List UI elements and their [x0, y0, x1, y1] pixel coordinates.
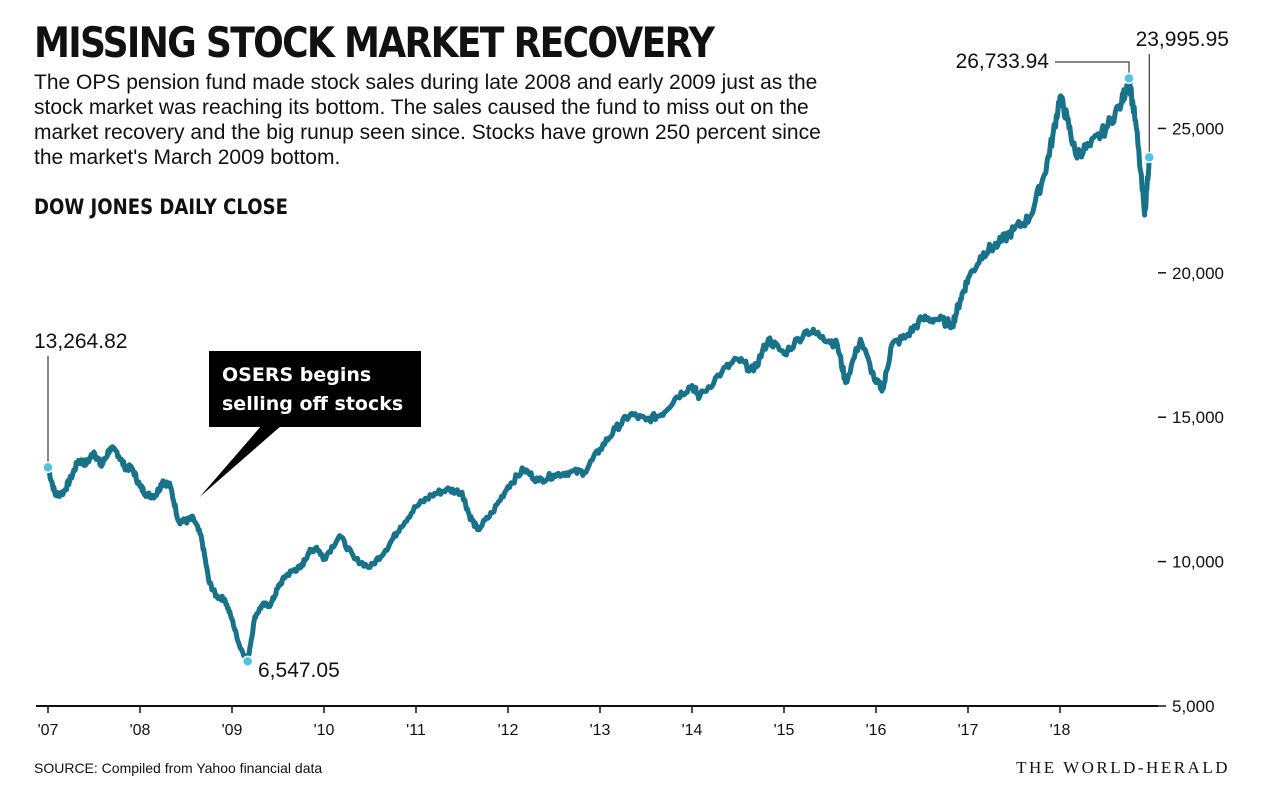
x-tick-label: '11 [406, 722, 426, 739]
chart-title: MISSING STOCK MARKET RECOVERY [34, 18, 715, 67]
series-title: DOW JONES DAILY CLOSE [34, 195, 288, 219]
callout-line-2: selling off stocks [222, 393, 403, 415]
x-tick-label: '09 [222, 722, 243, 739]
annotation-label: 13,264.82 [34, 330, 127, 353]
annotation-label: 26,733.94 [956, 50, 1050, 73]
y-tick-label: 25,000 [1172, 119, 1224, 138]
value-annotations: 13,264.82 6,547.05 26,733.94 23,995.95 [34, 28, 1229, 682]
y-axis-ticks: 5,000 10,000 15,000 20,000 25,000 [1158, 119, 1224, 716]
y-tick-label: 15,000 [1172, 408, 1224, 427]
annotation-marker [42, 461, 54, 474]
callout-line-1: OSERS begins [222, 364, 371, 386]
annotation-leader [1055, 61, 1130, 75]
x-tick-label: '17 [958, 722, 979, 739]
annotation-marker [241, 655, 254, 668]
y-tick-label: 20,000 [1172, 264, 1224, 283]
y-tick-label: 10,000 [1172, 553, 1224, 572]
chart-subtitle: The OPS pension fund made stock sales du… [34, 71, 821, 169]
y-tick-label: 5,000 [1172, 697, 1215, 716]
annotation-label: 6,547.05 [258, 659, 340, 682]
x-tick-label: '13 [590, 722, 611, 739]
x-axis-ticks: '07 '08 '09 '10 '11 '12 '13 '14 '15 '16 '17 '18 [38, 706, 1071, 739]
x-tick-label: '15 [774, 722, 795, 739]
x-tick-label: '12 [498, 722, 519, 739]
callout-pointer [199, 425, 282, 497]
x-tick-label: '10 [314, 722, 335, 739]
publisher-logo: THE WORLD-HERALD [1016, 758, 1230, 777]
osers-callout: OSERS begins selling off stocks [199, 351, 421, 497]
annotation-marker [1123, 72, 1135, 85]
x-tick-label: '16 [866, 722, 887, 739]
x-tick-label: '14 [682, 722, 703, 739]
series-line [45, 75, 1152, 664]
callout-box [209, 351, 421, 427]
x-tick-label: '08 [130, 722, 151, 739]
x-tick-label: '18 [1050, 722, 1071, 739]
x-tick-label: '07 [38, 722, 59, 739]
annotation-marker [1143, 151, 1155, 164]
source-note: SOURCE: Compiled from Yahoo financial da… [34, 760, 323, 776]
annotation-label: 23,995.95 [1136, 28, 1229, 51]
